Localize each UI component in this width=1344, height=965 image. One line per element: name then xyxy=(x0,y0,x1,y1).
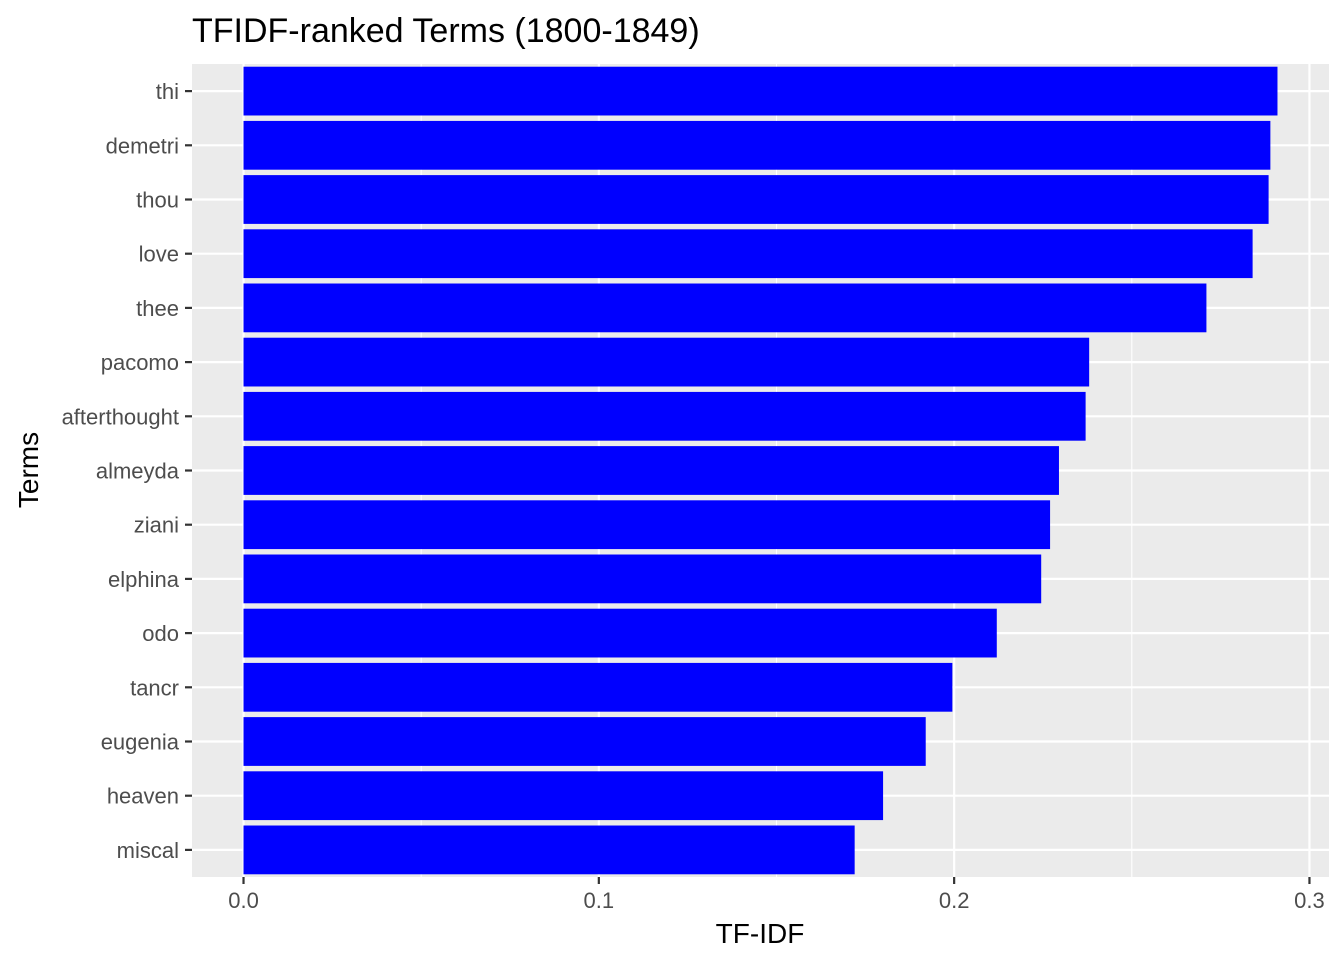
bar-love xyxy=(243,229,1253,279)
y-tick-label: miscal xyxy=(117,838,179,863)
y-axis-title: Terms xyxy=(13,432,44,508)
y-axis: thi demetri thou love thee pacomo afterthought… xyxy=(62,79,192,863)
bar-thou xyxy=(243,175,1269,224)
y-tick-label: tancr xyxy=(130,675,179,700)
y-tick-label: afterthought xyxy=(62,404,179,429)
x-tick-label: 0.3 xyxy=(1294,888,1325,913)
y-tick-label: heaven xyxy=(107,784,179,809)
x-tick-label: 0.2 xyxy=(939,888,970,913)
y-tick-label: almeyda xyxy=(96,459,180,484)
x-axis: 0.0 0.1 0.2 0.3 xyxy=(228,877,1325,913)
y-tick-label: love xyxy=(139,242,179,267)
chart-title: TFIDF-ranked Terms (1800-1849) xyxy=(192,12,700,50)
bar-tancr xyxy=(243,662,953,712)
y-tick-label: demetri xyxy=(106,133,179,158)
y-tick-label: eugenia xyxy=(101,730,180,755)
bar-thee xyxy=(243,283,1207,333)
bar-ziani xyxy=(243,500,1051,550)
bars xyxy=(243,66,1278,875)
bar-demetri xyxy=(243,120,1271,170)
x-tick-label: 0.1 xyxy=(584,888,615,913)
bar-pacomo xyxy=(243,337,1090,387)
bar-almeyda xyxy=(243,446,1059,495)
y-tick-label: thee xyxy=(136,296,179,321)
y-tick-label: thi xyxy=(156,79,179,104)
y-tick-label: elphina xyxy=(108,567,180,592)
x-axis-title: TF-IDF xyxy=(716,918,805,949)
y-tick-label: pacomo xyxy=(101,350,179,375)
bar-afterthought xyxy=(243,391,1086,441)
bar-elphina xyxy=(243,554,1042,604)
y-tick-label: ziani xyxy=(134,513,179,538)
bar-thi xyxy=(243,66,1278,116)
y-tick-label: thou xyxy=(136,188,179,213)
bar-odo xyxy=(243,608,997,658)
bar-eugenia xyxy=(243,717,926,766)
x-tick-label: 0.0 xyxy=(228,888,259,913)
bar-heaven xyxy=(243,771,884,821)
y-tick-label: odo xyxy=(142,621,179,646)
bar-miscal xyxy=(243,825,855,875)
